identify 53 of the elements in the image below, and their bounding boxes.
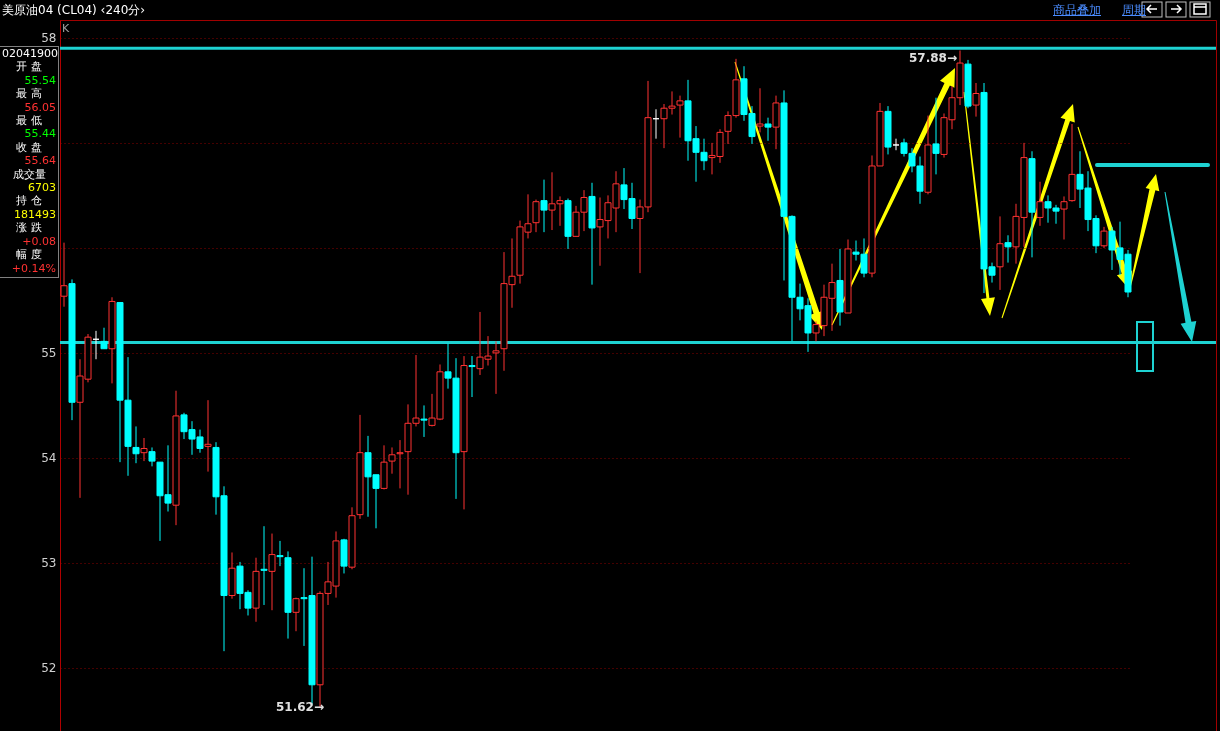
text: 181493 xyxy=(13,207,57,222)
candlestick xyxy=(532,199,540,233)
text: 持 仓 xyxy=(15,194,43,208)
annotation: 57.88→ xyxy=(908,51,957,66)
text: 周期 xyxy=(1122,2,1146,19)
candlestick xyxy=(276,540,284,567)
text: 最 高 xyxy=(15,87,43,101)
candlestick xyxy=(60,242,68,308)
text: +0.08 xyxy=(21,234,57,249)
y-tick-label: 54 xyxy=(41,451,57,466)
candlestick xyxy=(260,525,268,606)
text: 55.64 xyxy=(23,154,57,168)
y-tick-label: 55 xyxy=(41,346,57,361)
text: 幅 度 xyxy=(15,248,43,262)
y-tick-label: 52 xyxy=(41,661,57,676)
text: 55.44 xyxy=(23,127,57,141)
candlestick xyxy=(972,82,980,118)
candlestick xyxy=(492,340,500,395)
candlestick xyxy=(892,138,900,151)
annotation: K xyxy=(62,22,70,35)
candlestick xyxy=(1060,195,1068,240)
candlestick xyxy=(468,355,476,398)
candlestick xyxy=(932,97,940,175)
candlestick xyxy=(1100,226,1108,249)
candlestick xyxy=(100,327,108,350)
text: 02041900 xyxy=(1,47,58,61)
candlestick xyxy=(132,425,140,464)
text: 55.54 xyxy=(23,73,57,88)
candlestick xyxy=(764,117,772,142)
candlestick xyxy=(396,439,404,489)
y-tick-label: 58 xyxy=(41,31,57,46)
candlestick xyxy=(996,215,1004,291)
candlestick xyxy=(292,597,300,632)
candlestick xyxy=(540,179,548,233)
candlestick xyxy=(268,533,276,611)
y-tick-label: 53 xyxy=(41,556,57,571)
text: +0.14% xyxy=(10,261,57,275)
candlestick xyxy=(420,404,428,438)
candlestick xyxy=(1004,234,1012,264)
chart-title: 美原油04 (CL04) ‹240分› xyxy=(2,2,146,19)
candlestick xyxy=(140,437,148,462)
text: 最 低 xyxy=(15,114,43,128)
text: 56.05 xyxy=(23,100,57,115)
candlestick xyxy=(204,399,212,473)
candlestick xyxy=(1036,181,1044,227)
text: 成交量 xyxy=(11,167,47,182)
text: 商品叠加 xyxy=(1053,2,1101,19)
text: 收 盘 xyxy=(15,140,43,155)
text: 6703 xyxy=(27,181,57,195)
candlestick xyxy=(756,87,764,133)
annotation: 51.62→ xyxy=(276,700,325,714)
text: 涨 跌 xyxy=(15,221,43,235)
text: 开 盘 xyxy=(15,60,43,74)
